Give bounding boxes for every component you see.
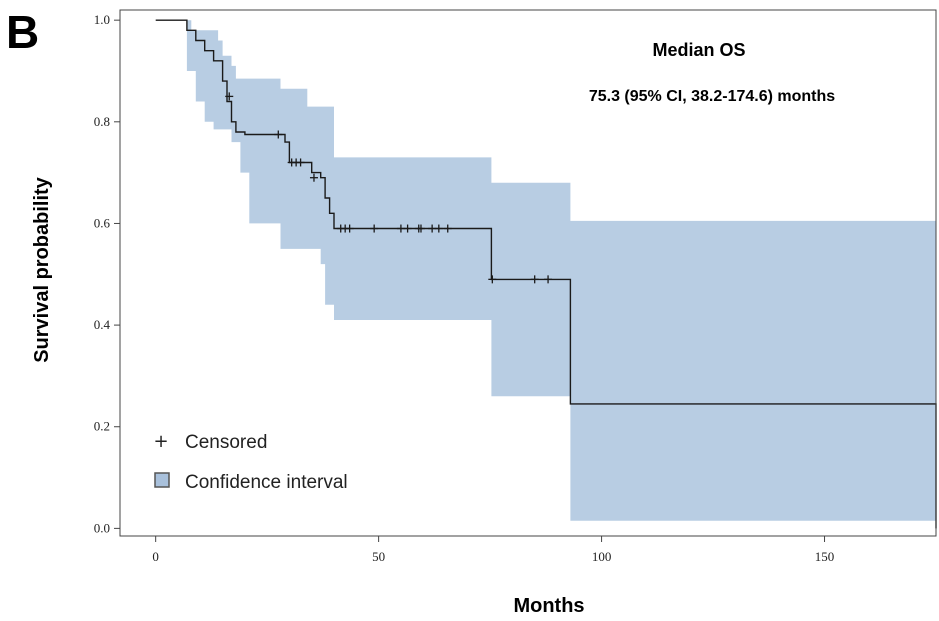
x-tick-label: 50	[372, 549, 385, 564]
x-tick-label: 150	[815, 549, 835, 564]
survival-curve-layer	[155, 19, 937, 529]
median-os-value: 75.3 (95% CI, 38.2-174.6) months	[589, 88, 835, 105]
censor-mark	[345, 224, 354, 233]
ci-band-polygon	[155, 20, 936, 521]
confidence-interval-band	[155, 20, 936, 521]
y-tick-label: 0.2	[94, 419, 110, 434]
y-axis-title: Survival probability	[31, 176, 53, 362]
censor-mark	[428, 224, 437, 233]
y-tick-label: 0.8	[94, 114, 110, 129]
x-axis-title: Months	[513, 595, 584, 617]
legend-censored-label: Censored	[185, 432, 267, 453]
censor-mark	[530, 275, 539, 284]
censor-mark	[296, 158, 305, 167]
censor-mark	[370, 224, 379, 233]
censor-mark	[309, 173, 318, 182]
legend-ci-label: Confidence interval	[185, 472, 348, 493]
x-tick-label: 0	[152, 549, 159, 564]
censor-mark	[396, 224, 405, 233]
legend-censored-symbol: +	[153, 431, 168, 452]
censor-mark	[274, 130, 283, 139]
median-os-title: Median OS	[652, 40, 745, 60]
legend-ci-swatch	[154, 472, 170, 488]
y-tick-label: 0.4	[94, 317, 111, 332]
censor-mark	[416, 224, 425, 233]
x-tick-label: 100	[592, 549, 612, 564]
panel-label: B	[6, 6, 39, 58]
plot-area-frame	[119, 9, 937, 537]
survival-curve	[155, 19, 937, 529]
censor-mark	[544, 275, 553, 284]
censored-markers	[225, 92, 553, 284]
y-tick-label: 0.0	[94, 520, 110, 535]
y-axis-ticks: 0.0 0.2 0.4 0.6 0.8 1.0	[94, 12, 120, 535]
x-axis-ticks: 0 50 100 150	[152, 536, 834, 564]
censor-mark	[488, 275, 497, 284]
y-tick-label: 0.6	[94, 215, 111, 230]
censor-mark	[443, 224, 452, 233]
legend: + Censored Confidence interval	[153, 431, 347, 493]
y-tick-label: 1.0	[94, 12, 110, 27]
censor-mark	[403, 224, 412, 233]
censor-mark	[434, 224, 443, 233]
censor-mark	[225, 92, 234, 101]
